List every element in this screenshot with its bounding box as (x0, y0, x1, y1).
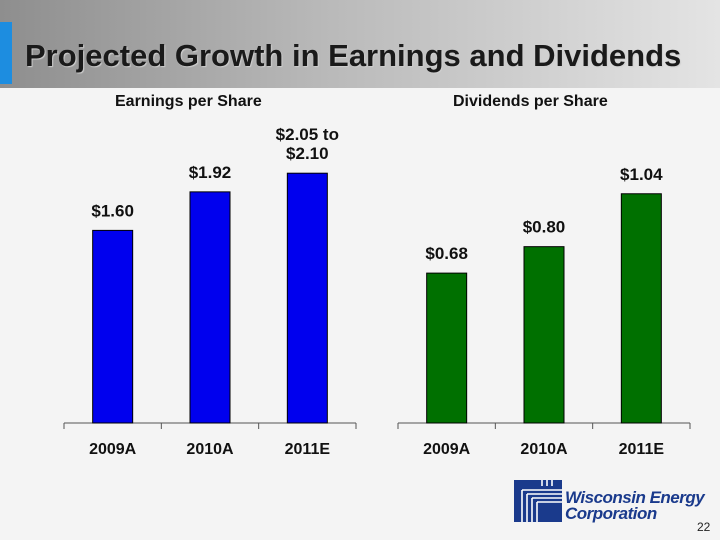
eps-data-label: $2.05 to (276, 125, 339, 144)
logo-line-1: Wisconsin Energy (565, 488, 705, 507)
dps-chart-title: Dividends per Share (453, 93, 608, 110)
dps-data-label: $0.80 (523, 218, 566, 237)
logo-text: Wisconsin Energy Corporation (565, 488, 705, 523)
eps-bar-2010A (189, 191, 231, 424)
dps-x-tick-label: 2009A (423, 441, 471, 458)
dps-data-label: $1.04 (620, 165, 663, 184)
dps-bar-2010A (523, 246, 565, 424)
dps-x-tick-label: 2010A (520, 441, 568, 458)
dps-x-tick-label: 2011E (619, 441, 665, 458)
eps-bar-2011E (286, 172, 328, 424)
eps-data-label: $1.92 (189, 163, 232, 182)
page-number: 22 (697, 520, 711, 534)
title-bar (0, 0, 720, 88)
dps-data-label: $0.68 (425, 244, 468, 263)
eps-bar-2009A (92, 229, 134, 424)
dps-bar-2011E (620, 193, 662, 424)
eps-x-tick-label: 2011E (285, 441, 331, 458)
logo-line-2: Corporation (565, 504, 657, 523)
slide-title: Projected Growth in Earnings and Dividen… (25, 38, 682, 73)
wisconsin-energy-logo-icon (514, 480, 562, 522)
eps-chart-title: Earnings per Share (115, 93, 262, 110)
title-accent-strip (0, 22, 12, 84)
dps-bar-2009A (426, 272, 468, 424)
eps-data-label: $1.60 (91, 201, 134, 220)
eps-data-label: $2.10 (286, 144, 329, 163)
eps-x-tick-label: 2009A (89, 441, 137, 458)
eps-x-tick-label: 2010A (186, 441, 234, 458)
